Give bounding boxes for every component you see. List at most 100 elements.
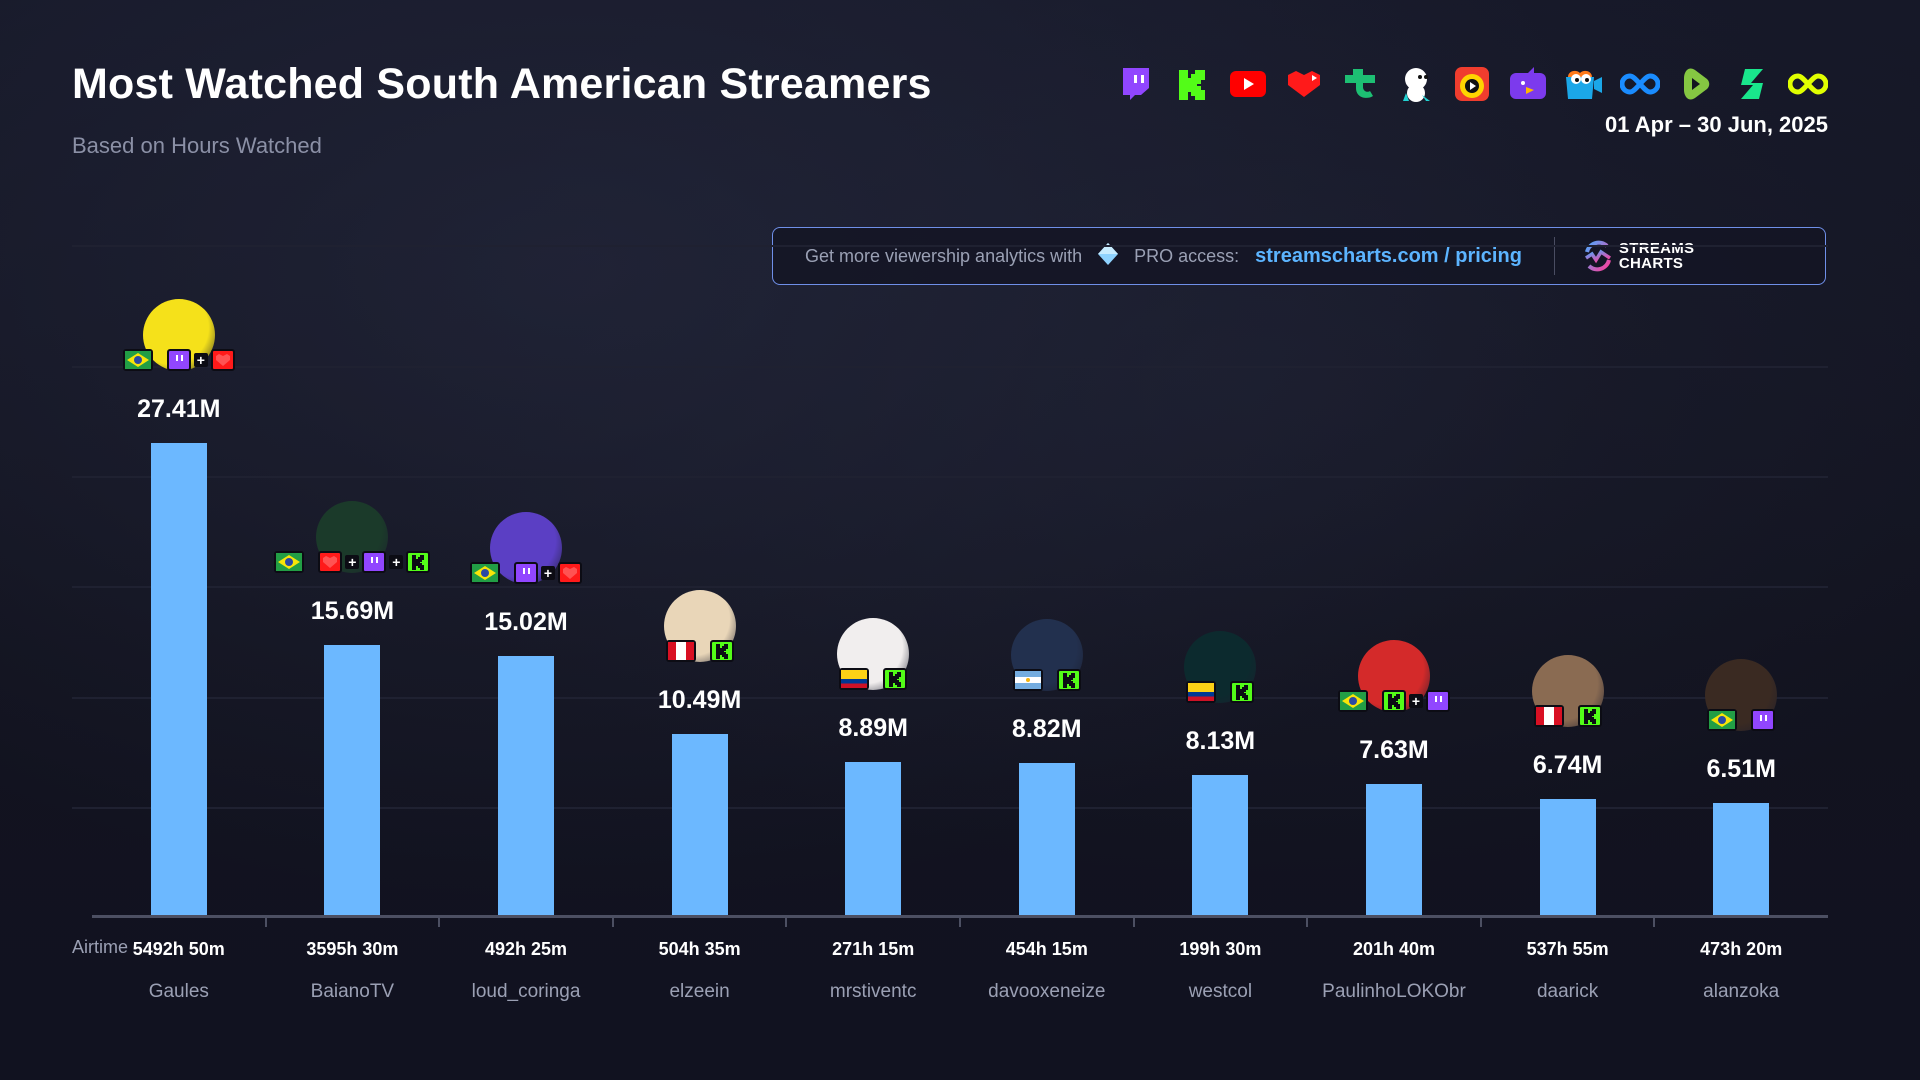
airtime-value: 271h 15m: [832, 939, 915, 959]
streamer-name[interactable]: mrstiventc: [829, 981, 917, 1002]
bar[interactable]: [671, 734, 728, 915]
airtime-value: 504h 35m: [658, 939, 741, 959]
bar[interactable]: [1192, 775, 1249, 915]
flag-brazil-icon: [122, 348, 153, 371]
badge-row: +: [92, 348, 266, 371]
vk-play-icon: [1284, 64, 1324, 104]
platform-icons: [1116, 64, 1828, 104]
plus-icon: +: [193, 352, 208, 367]
streamer-name[interactable]: loud_coringa: [471, 981, 581, 1002]
x-axis-tick: [959, 918, 961, 927]
streamer-name[interactable]: Gaules: [148, 981, 209, 1002]
vkplay-badge-icon: [558, 562, 582, 585]
streamer-avatar-group[interactable]: [1481, 654, 1655, 741]
streamer-avatar-group[interactable]: +: [92, 298, 266, 385]
gridline: [72, 245, 1828, 247]
zhanqi-icon: [1732, 64, 1772, 104]
youtube-icon: [1228, 64, 1268, 104]
streamer-avatar-group[interactable]: [1133, 631, 1307, 717]
value-label: 8.13M: [1185, 727, 1256, 755]
badge-row: [960, 669, 1134, 692]
twitch-badge-icon: [166, 348, 191, 371]
value-label: 6.74M: [1532, 750, 1603, 779]
bar[interactable]: [1018, 763, 1075, 915]
bar[interactable]: [150, 442, 207, 915]
streamer-name[interactable]: elzeein: [669, 981, 730, 1002]
streamer-name[interactable]: alanzoka: [1703, 981, 1780, 1002]
airtime-value: 3595h 30m: [306, 939, 399, 959]
bar[interactable]: [324, 644, 381, 915]
kick-badge-icon: [1577, 704, 1602, 727]
bar[interactable]: [1366, 783, 1422, 915]
kick-badge-icon: [406, 550, 431, 573]
vkplay-badge-icon: [318, 550, 343, 573]
plus-icon: +: [1409, 693, 1423, 708]
x-axis-tick: [1132, 918, 1135, 927]
badge-row: [1133, 681, 1307, 703]
divider: [1553, 237, 1555, 275]
plus-icon: +: [389, 554, 404, 569]
twitch-badge-icon: [1426, 689, 1450, 712]
gridline: [72, 476, 1828, 478]
bar[interactable]: [1713, 802, 1770, 915]
bigo-icon: [1396, 64, 1436, 104]
twitch-badge-icon: [362, 550, 387, 573]
airtime-value: 492h 25m: [484, 939, 568, 959]
logo-text-charts: CHARTS: [1618, 255, 1684, 272]
twitch-badge-icon: [1751, 708, 1776, 731]
gridline: [72, 807, 1828, 809]
gridline: [72, 586, 1828, 588]
streamer-name[interactable]: daarick: [1536, 981, 1599, 1002]
gridline: [72, 697, 1828, 699]
chzzk-icon: [1564, 64, 1604, 104]
x-axis-tick: [1479, 918, 1482, 927]
value-label: 10.49M: [657, 686, 742, 715]
sooplive-icon: [1620, 64, 1660, 104]
airtime-value: 473h 20m: [1700, 939, 1783, 959]
streamer-avatar-group[interactable]: +: [1307, 639, 1481, 726]
promo-banner[interactable]: Get more viewership analytics with PRO a…: [772, 227, 1826, 285]
page-title: Most Watched South American Streamers: [72, 60, 932, 108]
airtime-value: 537h 55m: [1526, 939, 1609, 959]
bar[interactable]: [498, 656, 554, 915]
value-label: 6.51M: [1706, 754, 1776, 783]
airtime-value: 5492h 50m: [132, 939, 225, 959]
streamer-avatar-group[interactable]: [960, 619, 1134, 705]
bar[interactable]: [1539, 798, 1596, 915]
bar[interactable]: [845, 761, 902, 915]
x-axis-tick: [785, 918, 788, 927]
streamer-avatar-group[interactable]: [786, 617, 960, 704]
vkplay-badge-icon: [210, 348, 235, 371]
flag-brazil-icon: [274, 550, 305, 573]
flag-brazil-icon: [1338, 689, 1368, 712]
badge-row: [786, 667, 960, 690]
plus-icon: +: [345, 554, 360, 569]
page-subtitle: Based on Hours Watched: [72, 133, 322, 158]
pricing-link[interactable]: streamscharts.com / pricing: [1255, 244, 1522, 267]
streamer-avatar-group[interactable]: [1654, 658, 1828, 745]
flag-peru-icon: [1533, 704, 1564, 727]
streamer-avatar-group[interactable]: +: [439, 512, 613, 598]
x-axis-baseline: [92, 915, 1828, 918]
pro-access-text: PRO access:: [1134, 245, 1240, 266]
streamer-name[interactable]: davooxeneize: [988, 981, 1106, 1002]
streamer-avatar-group[interactable]: + +: [265, 500, 439, 587]
flag-peru-icon: [665, 640, 696, 663]
twitch-icon: [1116, 64, 1156, 104]
logo-text-streams: STREAMS: [1618, 240, 1695, 257]
kick-badge-icon: [1230, 681, 1255, 703]
kick-icon: [1172, 64, 1212, 104]
kick-badge-icon: [709, 640, 734, 663]
streamer-avatar-group[interactable]: [613, 590, 787, 676]
streamer-name[interactable]: BaianoTV: [310, 981, 395, 1002]
streamer-name[interactable]: PaulinhoLOKObr: [1322, 981, 1466, 1002]
airtime-value: 201h 40m: [1352, 939, 1436, 959]
streamer-name[interactable]: westcol: [1188, 981, 1253, 1002]
value-label: 7.63M: [1359, 735, 1429, 764]
airtime-value: 199h 30m: [1179, 939, 1262, 959]
streams-charts-logo[interactable]: STREAMS CHARTS: [1583, 240, 1694, 272]
rumble-icon: [1676, 64, 1716, 104]
flag-colombia-icon: [839, 667, 870, 690]
badge-row: [613, 640, 787, 663]
date-range: 01 Apr – 30 Jun, 2025: [1605, 112, 1828, 137]
